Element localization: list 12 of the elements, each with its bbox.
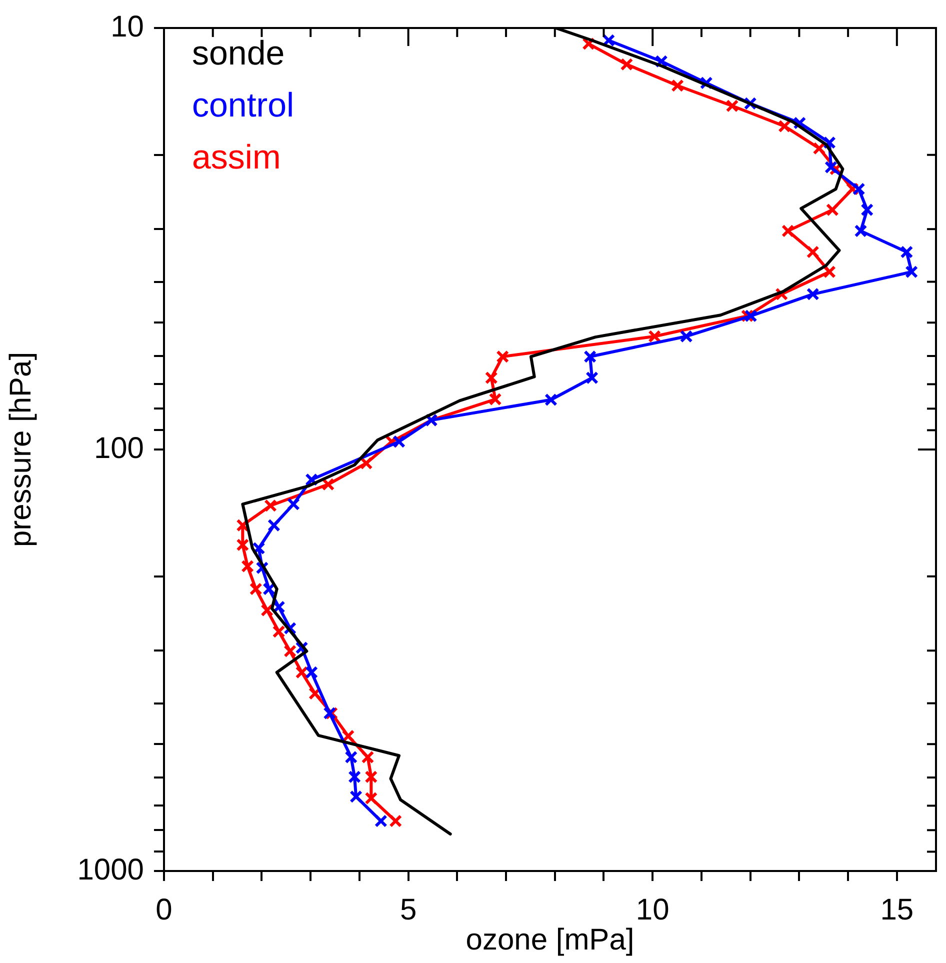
x-tick-label: 10: [636, 893, 670, 926]
x-tick-label: 0: [156, 893, 172, 926]
x-axis-title: ozone [mPa]: [466, 923, 634, 956]
y-tick-label: 1000: [77, 853, 144, 886]
text: control: [192, 86, 294, 124]
legend-label: sonde: [192, 34, 285, 72]
y-tick-label: 10: [110, 10, 144, 44]
x-tick-label: 15: [880, 893, 914, 926]
y-axis-title: pressure [hPa]: [4, 352, 38, 548]
text: assim: [192, 138, 281, 176]
x-tick-label: 5: [400, 893, 417, 926]
y-tick-label: 100: [94, 432, 144, 465]
